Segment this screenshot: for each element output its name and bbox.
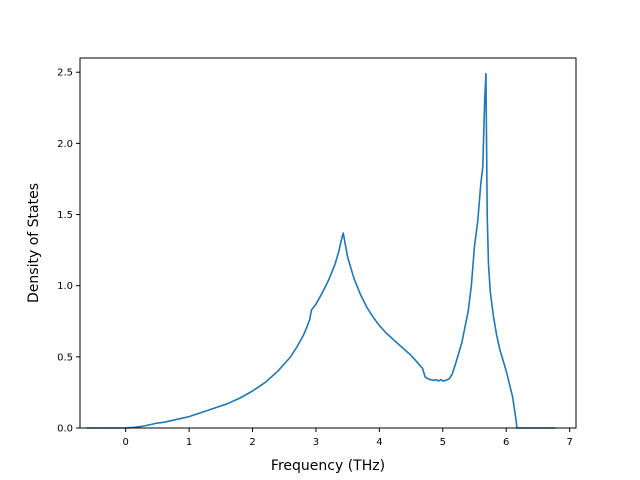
x-tick-label: 6 xyxy=(503,437,509,448)
x-tick-label: 3 xyxy=(313,437,319,448)
x-axis-label: Frequency (THz) xyxy=(271,458,385,474)
y-tick-label: 2.0 xyxy=(57,139,73,150)
y-tick-label: 0.5 xyxy=(57,352,73,363)
x-axis-ticks: 0 1 2 3 4 5 6 7 xyxy=(122,428,573,448)
x-tick-label: 0 xyxy=(122,437,128,448)
y-tick-label: 1.0 xyxy=(57,281,73,292)
x-tick-label: 5 xyxy=(440,437,446,448)
y-tick-label: 0.0 xyxy=(57,424,73,435)
y-axis-ticks: 0.0 0.5 1.0 1.5 2.0 2.5 xyxy=(57,68,80,435)
y-tick-label: 2.5 xyxy=(57,68,73,79)
x-tick-label: 4 xyxy=(376,437,382,448)
x-tick-label: 2 xyxy=(249,437,255,448)
plot-area xyxy=(86,72,556,429)
x-tick-label: 1 xyxy=(186,437,192,448)
axes-frame xyxy=(79,57,577,429)
dos-series-line xyxy=(86,72,556,429)
y-axis-label: Density of States xyxy=(26,183,42,303)
x-tick-label: 7 xyxy=(566,437,572,448)
y-tick-label: 1.5 xyxy=(57,210,73,221)
